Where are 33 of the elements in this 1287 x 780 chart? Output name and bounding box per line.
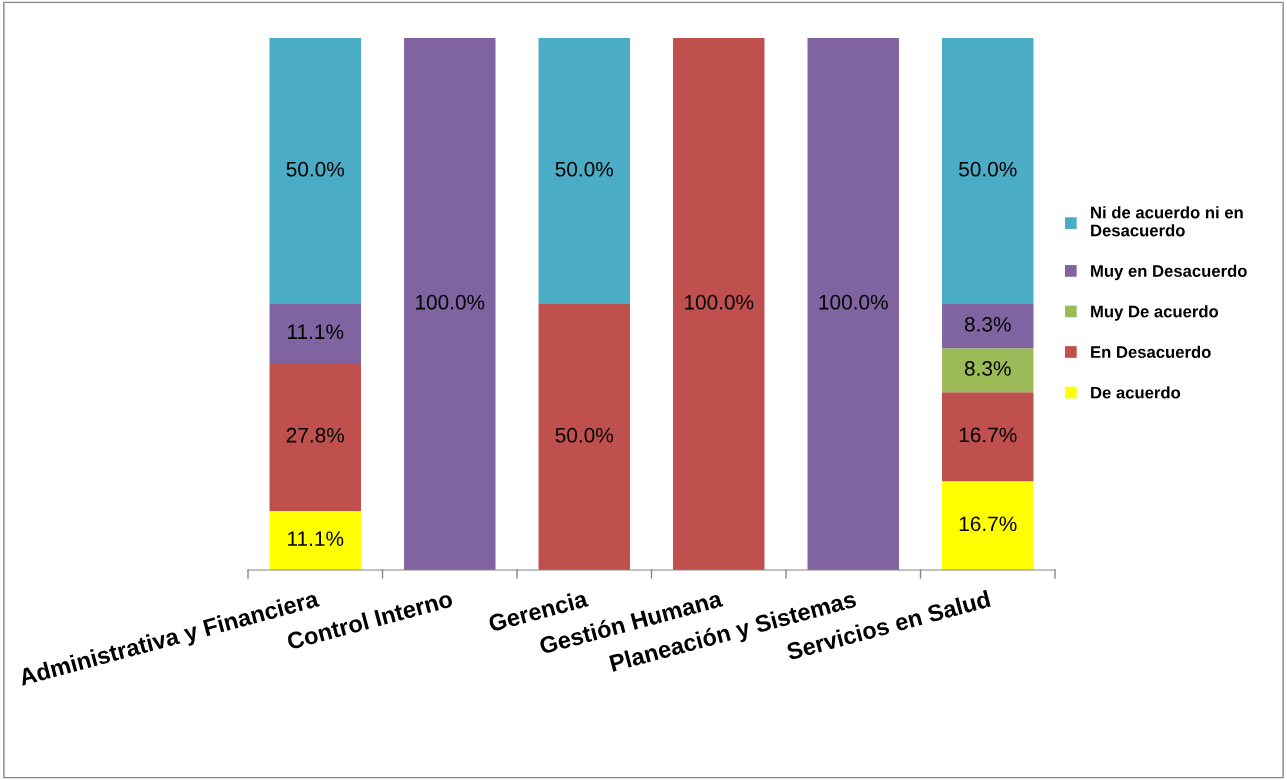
- data-label: 11.1%: [288, 531, 344, 546]
- data-label: 100.0%: [685, 294, 754, 310]
- bar: [942, 481, 1034, 570]
- legend-label: Muy en Desacuerdo: [1091, 264, 1247, 281]
- data-label: 100.0%: [416, 294, 485, 310]
- bar: [269, 38, 361, 304]
- data-label: 8.3%: [964, 316, 1011, 332]
- legend-label: Muy De acuerdo: [1091, 305, 1219, 321]
- data-label: 50.0%: [959, 161, 1017, 177]
- bar: [673, 38, 765, 570]
- data-label: 50.0%: [555, 161, 614, 177]
- bar: [404, 38, 496, 570]
- bar: [807, 38, 899, 570]
- bar: [538, 38, 630, 304]
- bar: [269, 304, 361, 364]
- bar: [942, 38, 1034, 304]
- legend-label: Ni de acuerdo ni en Desacuerdo: [1091, 206, 1243, 237]
- bar: [538, 304, 630, 570]
- bar: [942, 348, 1034, 393]
- bar: [269, 363, 361, 511]
- data-label: 50.0%: [555, 427, 614, 443]
- data-label: 16.7%: [959, 516, 1017, 532]
- bar: [942, 304, 1034, 349]
- data-label: 8.3%: [964, 361, 1011, 376]
- bar: [942, 392, 1034, 482]
- data-label: 11.1%: [288, 324, 344, 340]
- data-label: 50.0%: [286, 161, 345, 177]
- data-label: 100.0%: [819, 294, 888, 310]
- bar: [269, 510, 361, 570]
- legend-label: De acuerdo: [1091, 386, 1181, 399]
- data-label: 16.7%: [959, 427, 1017, 443]
- data-label: 27.8%: [286, 427, 345, 443]
- legend-label: En Desacuerdo: [1091, 345, 1211, 358]
